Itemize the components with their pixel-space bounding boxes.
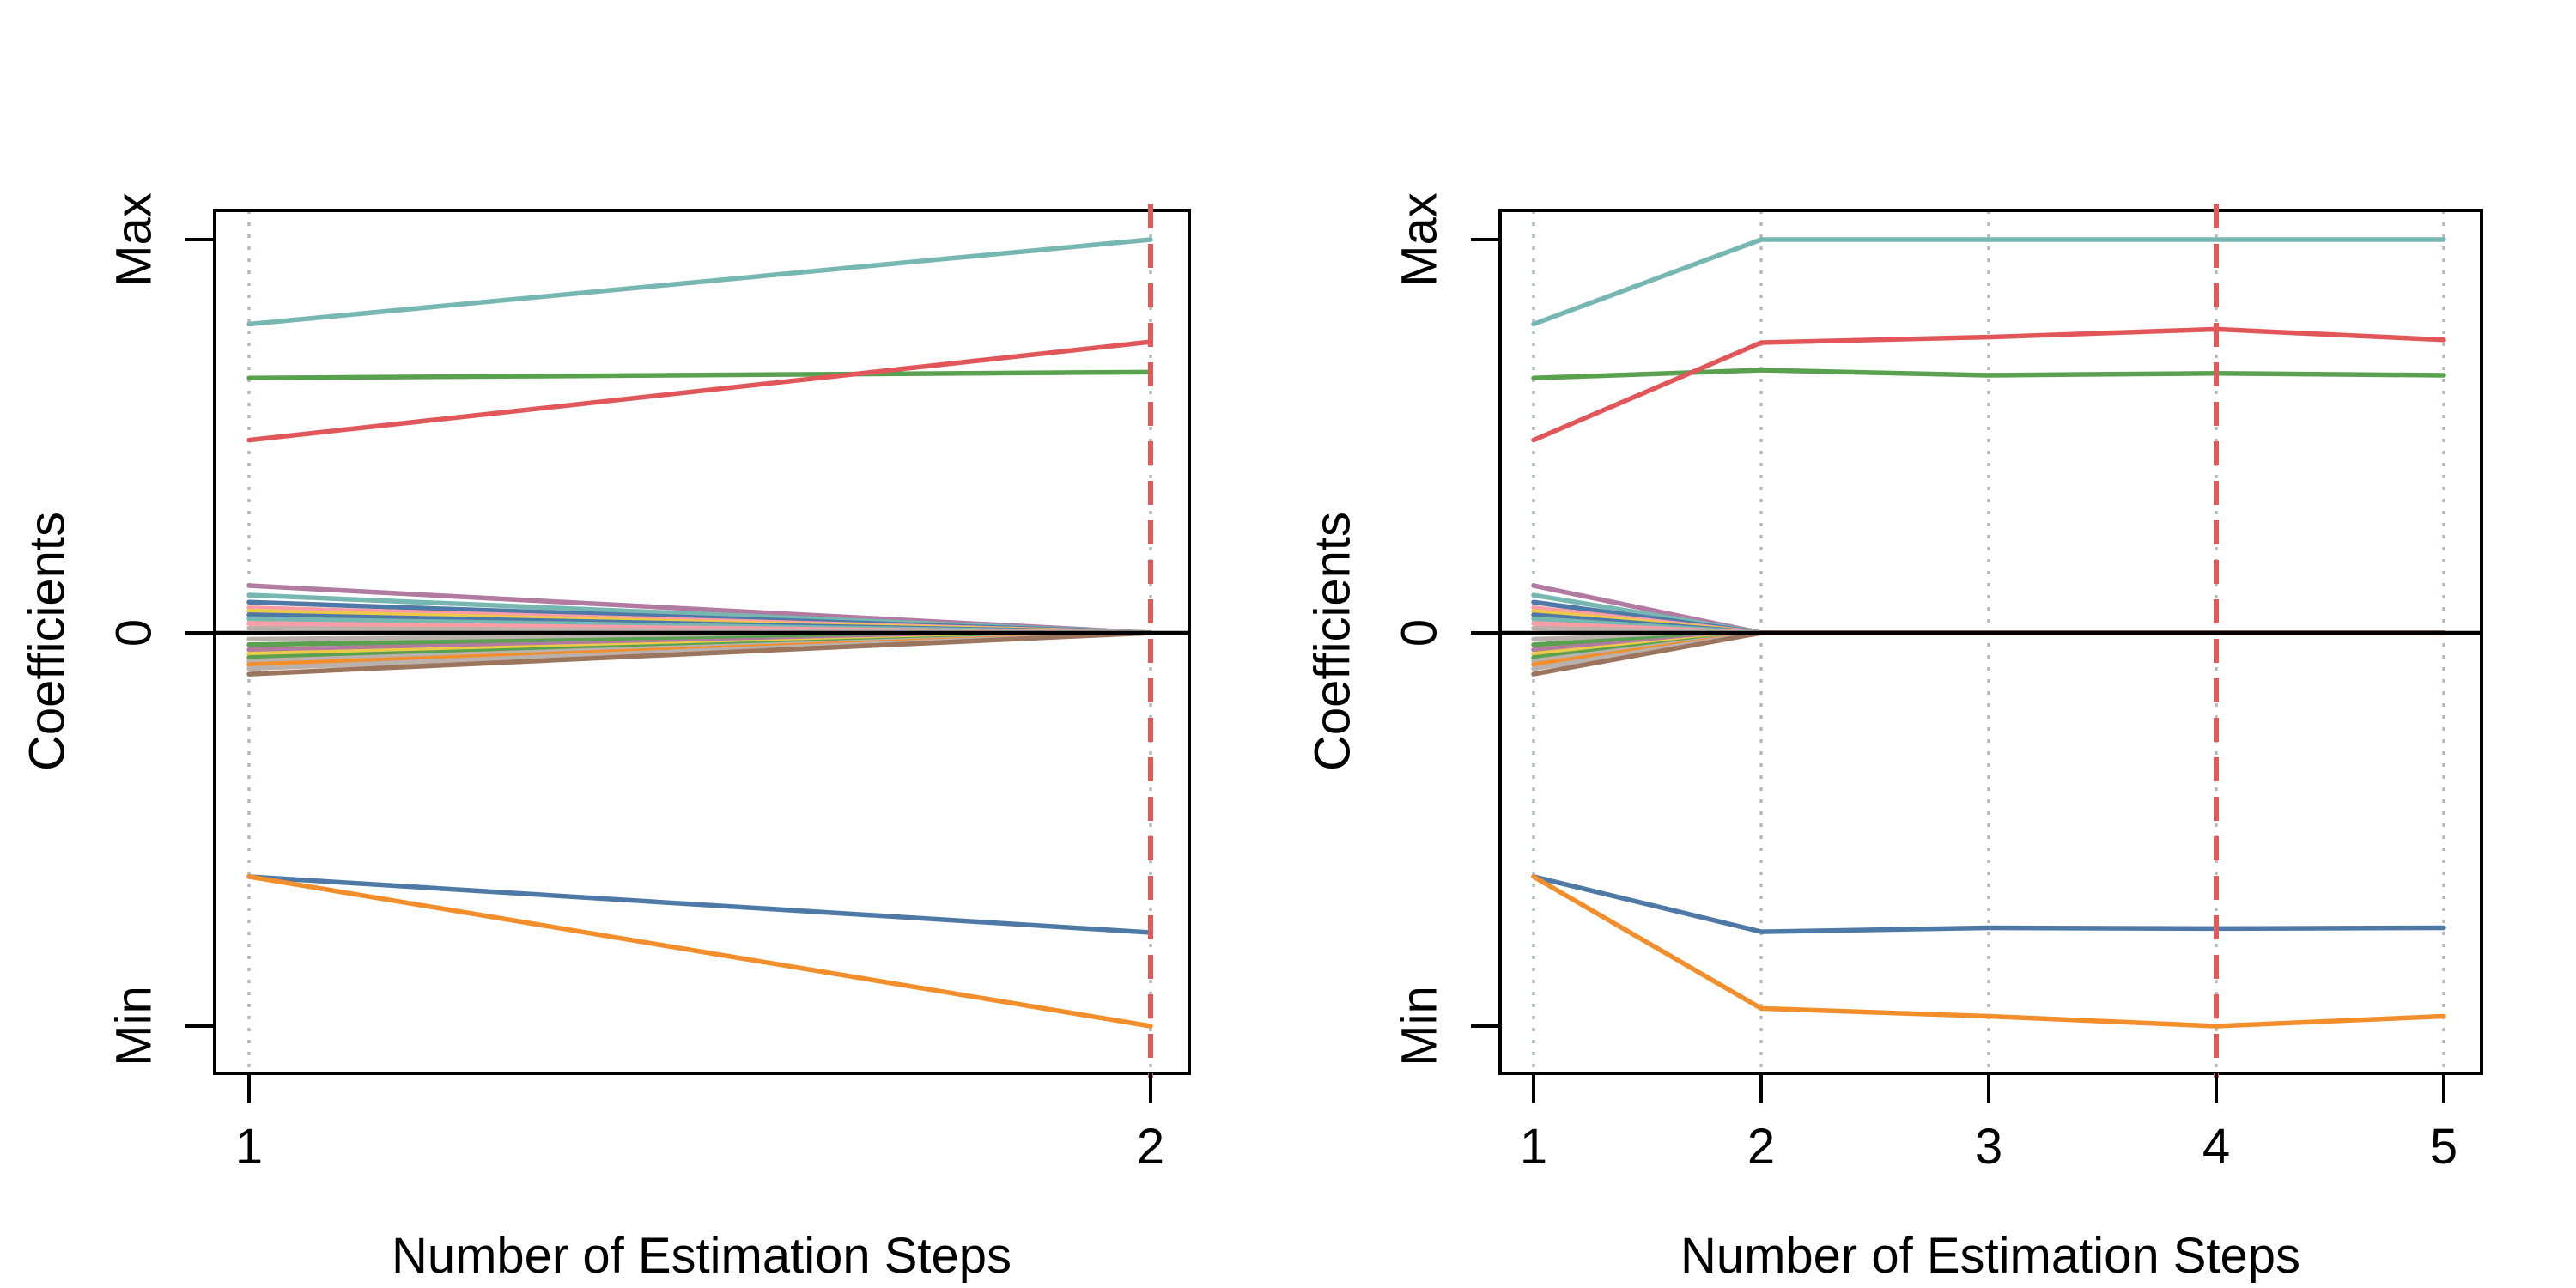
x-axis-title-left: Number of Estimation Steps: [392, 1228, 1012, 1284]
panel-border: [1498, 209, 2483, 1075]
series-orange-low: [1531, 874, 2446, 1029]
series-cluster-18: [246, 630, 1153, 677]
series-red-rising: [1531, 326, 2446, 443]
series-green-mid: [246, 369, 1153, 380]
x-tick-label: 3: [1975, 1119, 2002, 1175]
y-tick-label: Max: [106, 192, 162, 287]
series-green-mid: [1531, 368, 2446, 380]
x-tick-label: 1: [235, 1119, 263, 1175]
y-tick-label: 0: [1392, 619, 1448, 647]
series-teal-top: [1531, 237, 2446, 327]
y-tick-label: Min: [106, 986, 162, 1066]
panel-border: [213, 209, 1191, 1075]
series-blue-low: [1531, 874, 2446, 934]
y-tick-label: 0: [106, 619, 162, 647]
y-tick-label: Min: [1392, 986, 1448, 1066]
x-tick-label: 2: [1137, 1119, 1164, 1175]
series-blue-low: [246, 874, 1153, 935]
x-tick-label: 1: [1520, 1119, 1547, 1175]
y-tick-label: Max: [1392, 192, 1448, 287]
y-axis-title-left: Coefficients: [20, 512, 76, 771]
series-red-rising: [246, 339, 1153, 443]
x-tick-label: 4: [2202, 1119, 2230, 1175]
series-teal-top: [246, 237, 1153, 327]
x-axis-title-right: Number of Estimation Steps: [1680, 1228, 2300, 1284]
y-axis-title-right: Coefficients: [1305, 512, 1361, 771]
right-panel: 1 2 3 4 5 Max 0 Min: [1392, 192, 2483, 1175]
left-panel: 1 2 Max 0 Min: [106, 192, 1191, 1175]
x-tick-label: 5: [2430, 1119, 2458, 1175]
series-orange-low: [246, 874, 1153, 1029]
x-tick-label: 2: [1747, 1119, 1775, 1175]
